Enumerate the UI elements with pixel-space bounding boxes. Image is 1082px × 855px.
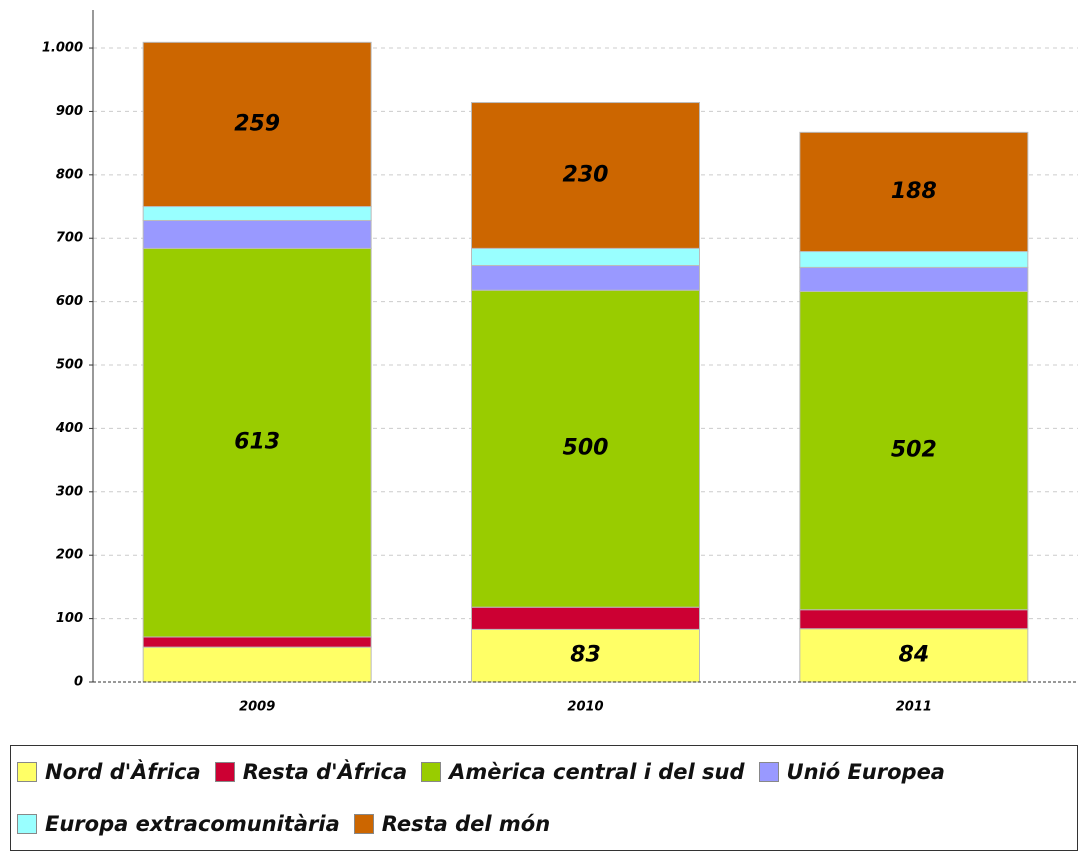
bar-segment: [799, 131, 1029, 253]
y-tick-label: 400: [55, 421, 83, 436]
value-label: 500: [563, 436, 609, 461]
legend-label: Amèrica central i del sud: [449, 760, 745, 784]
legend-item: Europa extracomunitària: [17, 804, 340, 844]
y-tick-label: 500: [56, 358, 83, 373]
x-tick-label: 2011: [896, 700, 932, 715]
chart: 0 100 200 300 400 500 600 700 800 900 1.000 2009 613…: [42, 10, 1078, 715]
bar-segment: [471, 606, 700, 630]
legend-swatch: [214, 762, 235, 782]
legend: Nord d'Àfrica Resta d'Àfrica Amèrica centr…: [10, 745, 1078, 851]
bar-segment: [471, 289, 700, 608]
y-tick-label: 700: [56, 231, 83, 246]
legend-label: Resta d'Àfrica: [242, 760, 408, 784]
bar-segment: [471, 102, 700, 249]
legend-item: Amèrica central i del sud: [421, 752, 745, 792]
legend-swatch: [353, 814, 374, 834]
y-tick-label: 1.000: [42, 41, 83, 56]
bar-segment: [142, 219, 372, 249]
legend-swatch: [421, 762, 442, 782]
y-tick-label: 100: [56, 611, 83, 626]
value-label: 613: [234, 430, 280, 455]
value-label: 188: [891, 179, 937, 204]
legend-swatch: [17, 814, 37, 834]
legend-swatch: [758, 762, 779, 782]
legend-swatch: [17, 762, 37, 782]
bar-segment: [142, 206, 372, 221]
bar-segment: [142, 646, 372, 683]
legend-item: Resta d'Àfrica: [214, 752, 408, 792]
value-label: 259: [234, 111, 280, 136]
bar-segment: [142, 636, 372, 648]
bar-segment: [471, 628, 700, 683]
legend-label: Nord d'Àfrica: [45, 760, 201, 784]
y-tick-label: 0: [74, 675, 83, 690]
x-tick-label: 2010: [567, 700, 603, 715]
bar-segment: [799, 290, 1029, 611]
bar-segment: [142, 41, 372, 208]
y-tick-label: 900: [56, 104, 83, 119]
y-tick-label: 800: [56, 167, 83, 182]
legend-item: Resta del món: [353, 804, 551, 844]
y-tick-label: 300: [56, 484, 83, 499]
bar-segment: [799, 251, 1029, 268]
legend-label: Unió Europea: [786, 760, 945, 784]
bar-segment: [142, 247, 372, 638]
y-tick-label: 600: [56, 294, 83, 309]
bar-segment: [799, 266, 1029, 292]
x-tick-label: 2009: [239, 700, 275, 715]
value-label: 83: [570, 643, 601, 668]
bar-segment: [471, 264, 700, 291]
legend-label: Europa extracomunitària: [45, 812, 340, 836]
value-label: 502: [891, 438, 937, 463]
bar-segment: [471, 247, 700, 266]
value-label: 230: [563, 162, 609, 187]
y-tick-label: 200: [56, 548, 83, 563]
value-label: 84: [899, 642, 930, 667]
bar-segment: [799, 609, 1029, 630]
legend-label: Resta del món: [381, 812, 551, 836]
legend-item: Unió Europea: [758, 752, 945, 792]
legend-item: Nord d'Àfrica: [17, 752, 201, 792]
